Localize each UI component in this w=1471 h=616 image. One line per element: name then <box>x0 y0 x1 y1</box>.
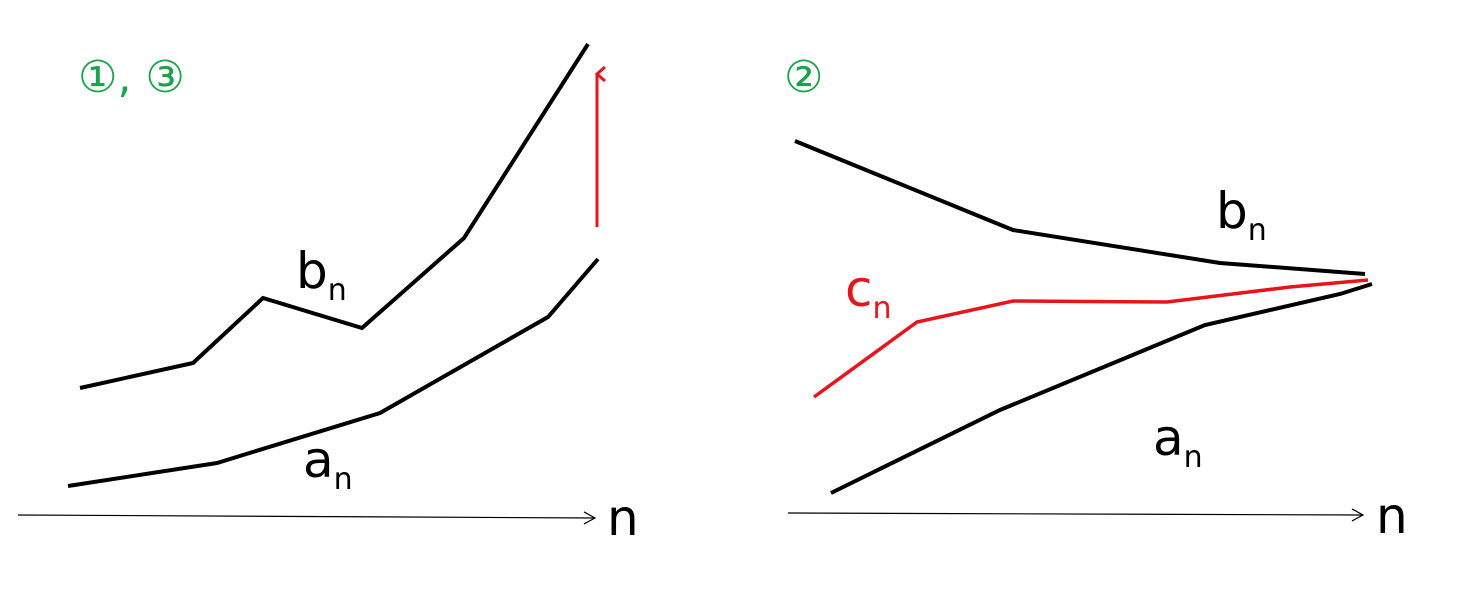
left-a-curve <box>67 257 600 488</box>
left-panel-title: ①, ③ <box>78 52 185 103</box>
left-axis-label: n <box>607 489 639 547</box>
right-panel: ② n bn cn an <box>784 52 1408 545</box>
left-b-label: bn <box>296 242 347 308</box>
left-n-axis <box>17 511 597 525</box>
right-b-curve <box>794 139 1366 276</box>
right-panel-title: ② <box>784 52 823 103</box>
right-a-label: an <box>1153 409 1203 475</box>
left-panel: ①, ③ n bn an <box>17 42 639 547</box>
left-a-label: an <box>303 431 353 497</box>
left-b-curve <box>79 42 590 390</box>
right-c-curve <box>812 278 1369 399</box>
right-n-axis <box>787 508 1365 522</box>
right-b-label: bn <box>1216 182 1267 248</box>
right-c-label: cn <box>845 260 892 326</box>
right-axis-label: n <box>1376 487 1408 545</box>
right-a-curve <box>830 282 1373 495</box>
